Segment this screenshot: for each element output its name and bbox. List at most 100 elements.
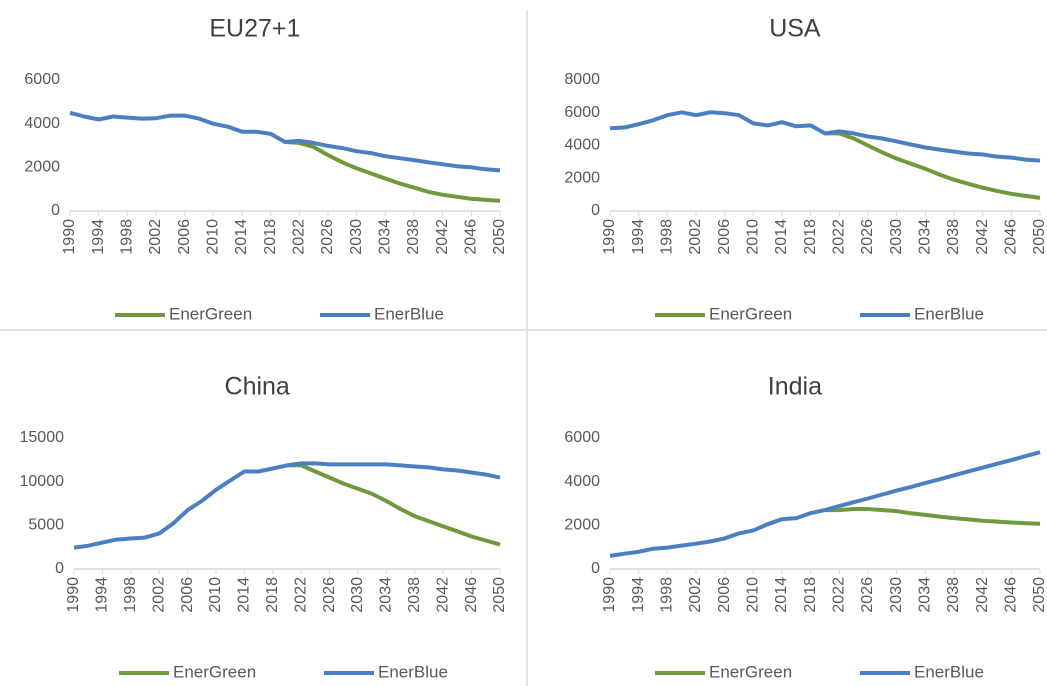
x-tick-label: 2002 [687, 577, 704, 613]
x-tick-label: 2050 [1031, 577, 1047, 613]
x-tick-label: 2046 [463, 577, 480, 613]
series-line [825, 131, 1041, 200]
x-tick-label: 2002 [687, 219, 704, 255]
x-tick-label: 2042 [974, 219, 991, 255]
series-line [73, 461, 501, 550]
series-line [825, 507, 1041, 526]
legend-label: EnerBlue [914, 662, 984, 681]
x-tick-label: 2034 [917, 577, 934, 613]
y-tick-label: 5000 [28, 517, 64, 534]
x-tick-label: 2030 [888, 219, 905, 255]
x-tick-label: 1998 [659, 219, 676, 255]
x-tick-label: 2038 [405, 219, 422, 255]
x-tick-label: 2038 [406, 577, 423, 613]
x-tick-label: 2014 [773, 577, 790, 613]
x-tick-label: 2006 [716, 577, 733, 613]
x-tick-label: 2026 [319, 219, 336, 255]
x-tick-label: 2030 [888, 577, 905, 613]
legend-label: EnerBlue [378, 662, 448, 681]
series-line [287, 463, 501, 547]
series-line [609, 110, 1041, 163]
chart-title: EU27+1 [209, 15, 300, 43]
x-tick-label: 2022 [831, 577, 848, 613]
x-tick-label: 1990 [61, 219, 78, 255]
x-tick-label: 2022 [292, 577, 309, 613]
x-tick-label: 1998 [659, 577, 676, 613]
y-tick-label: 0 [55, 560, 64, 577]
x-tick-label: 2014 [236, 577, 253, 613]
x-tick-label: 2046 [463, 219, 480, 255]
x-tick-label: 2050 [1031, 219, 1047, 255]
x-tick-label: 2018 [264, 577, 281, 613]
x-tick-label: 2022 [831, 219, 848, 255]
series-line [69, 110, 501, 173]
y-tick-label: 6000 [564, 104, 600, 121]
x-tick-label: 2034 [377, 219, 394, 255]
y-tick-label: 6000 [564, 429, 600, 446]
x-tick-label: 2006 [179, 577, 196, 613]
x-tick-label: 2002 [150, 577, 167, 613]
y-tick-label: 2000 [564, 169, 600, 186]
y-tick-label: 0 [591, 202, 600, 219]
x-tick-label: 1994 [90, 219, 107, 255]
x-tick-label: 1998 [119, 219, 136, 255]
legend-label: EnerGreen [709, 662, 792, 681]
x-tick-label: 2006 [176, 219, 193, 255]
x-tick-label: 1994 [630, 219, 647, 255]
y-tick-label: 0 [51, 202, 60, 219]
x-tick-label: 2038 [945, 219, 962, 255]
x-tick-label: 2018 [802, 219, 819, 255]
x-tick-label: 1990 [601, 219, 618, 255]
series-line [284, 140, 501, 203]
x-tick-label: 2010 [207, 577, 224, 613]
x-tick-label: 1994 [94, 577, 111, 613]
x-tick-label: 1990 [65, 577, 82, 613]
y-tick-label: 2000 [24, 159, 60, 176]
legend-label: EnerGreen [169, 304, 252, 323]
x-tick-label: 2018 [262, 219, 279, 255]
x-tick-label: 2026 [321, 577, 338, 613]
y-tick-label: 8000 [564, 71, 600, 88]
legend-label: EnerGreen [709, 304, 792, 323]
x-tick-label: 2050 [491, 219, 508, 255]
y-tick-label: 4000 [24, 115, 60, 132]
legend-label: EnerBlue [374, 304, 444, 323]
x-tick-label: 2014 [233, 219, 250, 255]
x-tick-label: 2010 [745, 219, 762, 255]
y-tick-label: 15000 [20, 429, 65, 446]
y-tick-label: 4000 [564, 137, 600, 154]
x-tick-label: 1994 [630, 577, 647, 613]
x-tick-label: 2014 [773, 219, 790, 255]
y-tick-label: 0 [591, 560, 600, 577]
x-tick-label: 2050 [491, 577, 508, 613]
x-tick-label: 2006 [716, 219, 733, 255]
panel: USA 0 2000 4000 6000 8000 1990 1994 1998 2002 2006… [564, 15, 1047, 324]
x-tick-label: 2046 [1003, 577, 1020, 613]
x-tick-label: 2034 [917, 219, 934, 255]
x-tick-label: 2038 [945, 577, 962, 613]
x-tick-label: 2042 [434, 219, 451, 255]
x-tick-label: 2046 [1003, 219, 1020, 255]
y-tick-label: 6000 [24, 71, 60, 88]
panel: EU27+1 0 2000 4000 6000 1990 1994 1998 2002 2006 2… [24, 15, 508, 324]
panel: China 0 5000 10000 15000 1990 1994 1998 2002 2006… [20, 373, 509, 682]
x-tick-label: 2010 [745, 577, 762, 613]
x-tick-label: 1990 [601, 577, 618, 613]
legend-label: EnerGreen [173, 662, 256, 681]
x-tick-label: 2042 [434, 577, 451, 613]
y-tick-label: 4000 [564, 473, 600, 490]
x-tick-label: 2026 [859, 577, 876, 613]
chart-title: China [225, 373, 290, 401]
x-tick-label: 2034 [378, 577, 395, 613]
x-tick-label: 1998 [122, 577, 139, 613]
series-line [609, 450, 1041, 558]
x-tick-label: 2030 [348, 219, 365, 255]
y-tick-label: 10000 [20, 473, 65, 490]
panel: India 0 2000 4000 6000 1990 1994 1998 2002 2006 20… [564, 373, 1047, 682]
legend-label: EnerBlue [914, 304, 984, 323]
x-tick-label: 2022 [291, 219, 308, 255]
x-tick-label: 2010 [205, 219, 222, 255]
chart-title: USA [769, 15, 821, 43]
y-tick-label: 2000 [564, 517, 600, 534]
